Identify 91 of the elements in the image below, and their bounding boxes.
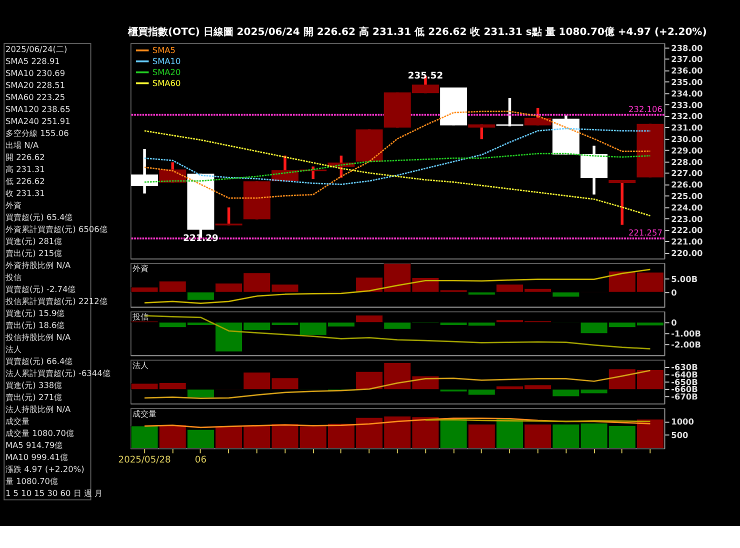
annotation: 235.52 — [408, 72, 444, 82]
text: 收 231.31 — [5, 188, 45, 198]
line-series — [144, 370, 651, 400]
text: 投信持股比例 N/A — [4, 332, 71, 342]
text: 成交量 — [5, 416, 30, 426]
text: 高 231.31 — [5, 164, 45, 174]
legend-label: SMA60 — [152, 78, 181, 88]
y-tick-label: -1.00B — [671, 328, 702, 339]
legend-label: SMA5 — [152, 45, 176, 56]
text: 量 1080.70億 — [5, 476, 58, 486]
y-tick-label: -2.00B — [671, 340, 702, 350]
text: 開 226.62 — [5, 152, 45, 162]
text: 賣出(元) 271億 — [5, 392, 62, 402]
text: 買進(元) 15.9億 — [5, 308, 65, 318]
y-tick-label: 222.00 — [671, 225, 704, 236]
text: 外資累計買賣超(元) 6506億 — [5, 224, 108, 234]
y-tick-label: -650B — [671, 376, 698, 387]
y-tick-label: -640B — [671, 369, 698, 380]
y-tick-label: 220.00 — [671, 248, 704, 258]
text: SMA240 251.91 — [5, 116, 70, 126]
ref-line-label: 221.257 — [628, 228, 662, 238]
y-tick-label: 231.00 — [671, 122, 704, 133]
y-tick-label: 225.00 — [671, 190, 704, 201]
line-series — [144, 418, 651, 428]
candlestick — [468, 122, 496, 141]
y-tick-label: 236.00 — [671, 66, 704, 76]
text: 賣出(元) 215億 — [5, 248, 62, 258]
text: 外資 — [5, 200, 22, 210]
chart-title: 外資 — [132, 263, 148, 274]
text: 出場 N/A — [5, 140, 39, 150]
y-tick-label: 0 — [671, 287, 678, 298]
y-tick-label: 1000 — [671, 416, 694, 427]
text: 投信累計買賣超(元) 2212億 — [4, 296, 108, 306]
y-tick-label: 227.00 — [671, 168, 704, 178]
x-tick-label: 06 — [194, 455, 207, 466]
y-tick-label: 233.00 — [671, 100, 704, 110]
text: 投信 — [4, 272, 22, 282]
text: SMA120 238.65 — [5, 104, 70, 114]
line-series — [144, 128, 651, 186]
text: 買進(元) 281億 — [5, 236, 62, 246]
text: 2025/06/24(二) — [5, 44, 68, 54]
text: 法人累計買賣超(元) -6344億 — [5, 368, 110, 378]
y-tick-label: 238.00 — [671, 42, 704, 53]
text: SMA10 230.69 — [5, 68, 66, 78]
y-tick-label: 5.00B — [671, 274, 698, 284]
x-tick-label: 2025/05/28 — [118, 455, 171, 466]
chart-title: 成交量 — [132, 408, 156, 418]
text: MA10 999.41億 — [5, 452, 68, 462]
ref-line-label: 232.106 — [628, 104, 662, 114]
text: 法人持股比例 N/A — [5, 404, 71, 414]
y-tick-label: 223.00 — [671, 214, 704, 224]
text: 買賣超(元) -2.74億 — [5, 284, 76, 294]
text: 法人 — [5, 344, 22, 354]
y-tick-label: -670B — [671, 392, 698, 402]
legend-label: SMA20 — [152, 67, 181, 78]
text: 賣出(元) 18.6億 — [5, 320, 65, 330]
candlestick — [608, 178, 636, 226]
y-tick-label: 232.00 — [671, 111, 704, 122]
text: 買進(元) 338億 — [5, 380, 62, 390]
text: 低 226.62 — [5, 176, 45, 186]
text: 買賣超(元) 65.4億 — [5, 212, 73, 222]
text: 多空分線 155.06 — [5, 128, 69, 138]
line-series — [144, 130, 651, 216]
y-tick-label: 237.00 — [671, 54, 704, 64]
candlestick — [215, 206, 242, 227]
y-tick-label: 230.00 — [671, 134, 704, 144]
chart-title: 法人 — [132, 360, 148, 370]
text: MA5 914.79億 — [5, 440, 63, 450]
chart-title: 投信 — [131, 312, 148, 322]
y-tick-label: 500 — [671, 430, 689, 440]
text: 漲跌 4.97 (+2.20%) — [5, 464, 84, 474]
y-tick-label: 234.00 — [671, 88, 704, 98]
y-tick-label: -630B — [671, 362, 698, 372]
line-series — [144, 110, 651, 199]
y-tick-label: 221.00 — [671, 236, 704, 247]
text: 1 5 10 15 30 60 日 週 月 — [5, 488, 103, 498]
y-tick-label: 229.00 — [671, 145, 704, 156]
y-tick-label: 235.00 — [671, 77, 704, 88]
y-tick-label: 0 — [671, 318, 678, 328]
text: SMA5 228.91 — [5, 56, 60, 66]
text: 外資持股比例 N/A — [5, 260, 71, 270]
y-tick-label: 226.00 — [671, 180, 704, 190]
chart-title: 櫃買指數(OTC) 日線圖 2025/06/24 開 226.62 高 231.31 低 226.62 收 231.31 s點 量 1080.70億 +4.97 (+2.20%) — [126, 26, 707, 38]
y-tick-label: 224.00 — [671, 202, 704, 212]
text: SMA20 228.51 — [5, 80, 66, 90]
text: 成交量 1080.70億 — [5, 428, 74, 438]
text: SMA60 223.25 — [5, 92, 66, 102]
text: 買賣超(元) 66.4億 — [5, 356, 73, 366]
legend-label: SMA10 — [152, 56, 181, 66]
y-tick-label: 228.00 — [671, 156, 704, 167]
y-tick-label: -660B — [671, 384, 698, 394]
